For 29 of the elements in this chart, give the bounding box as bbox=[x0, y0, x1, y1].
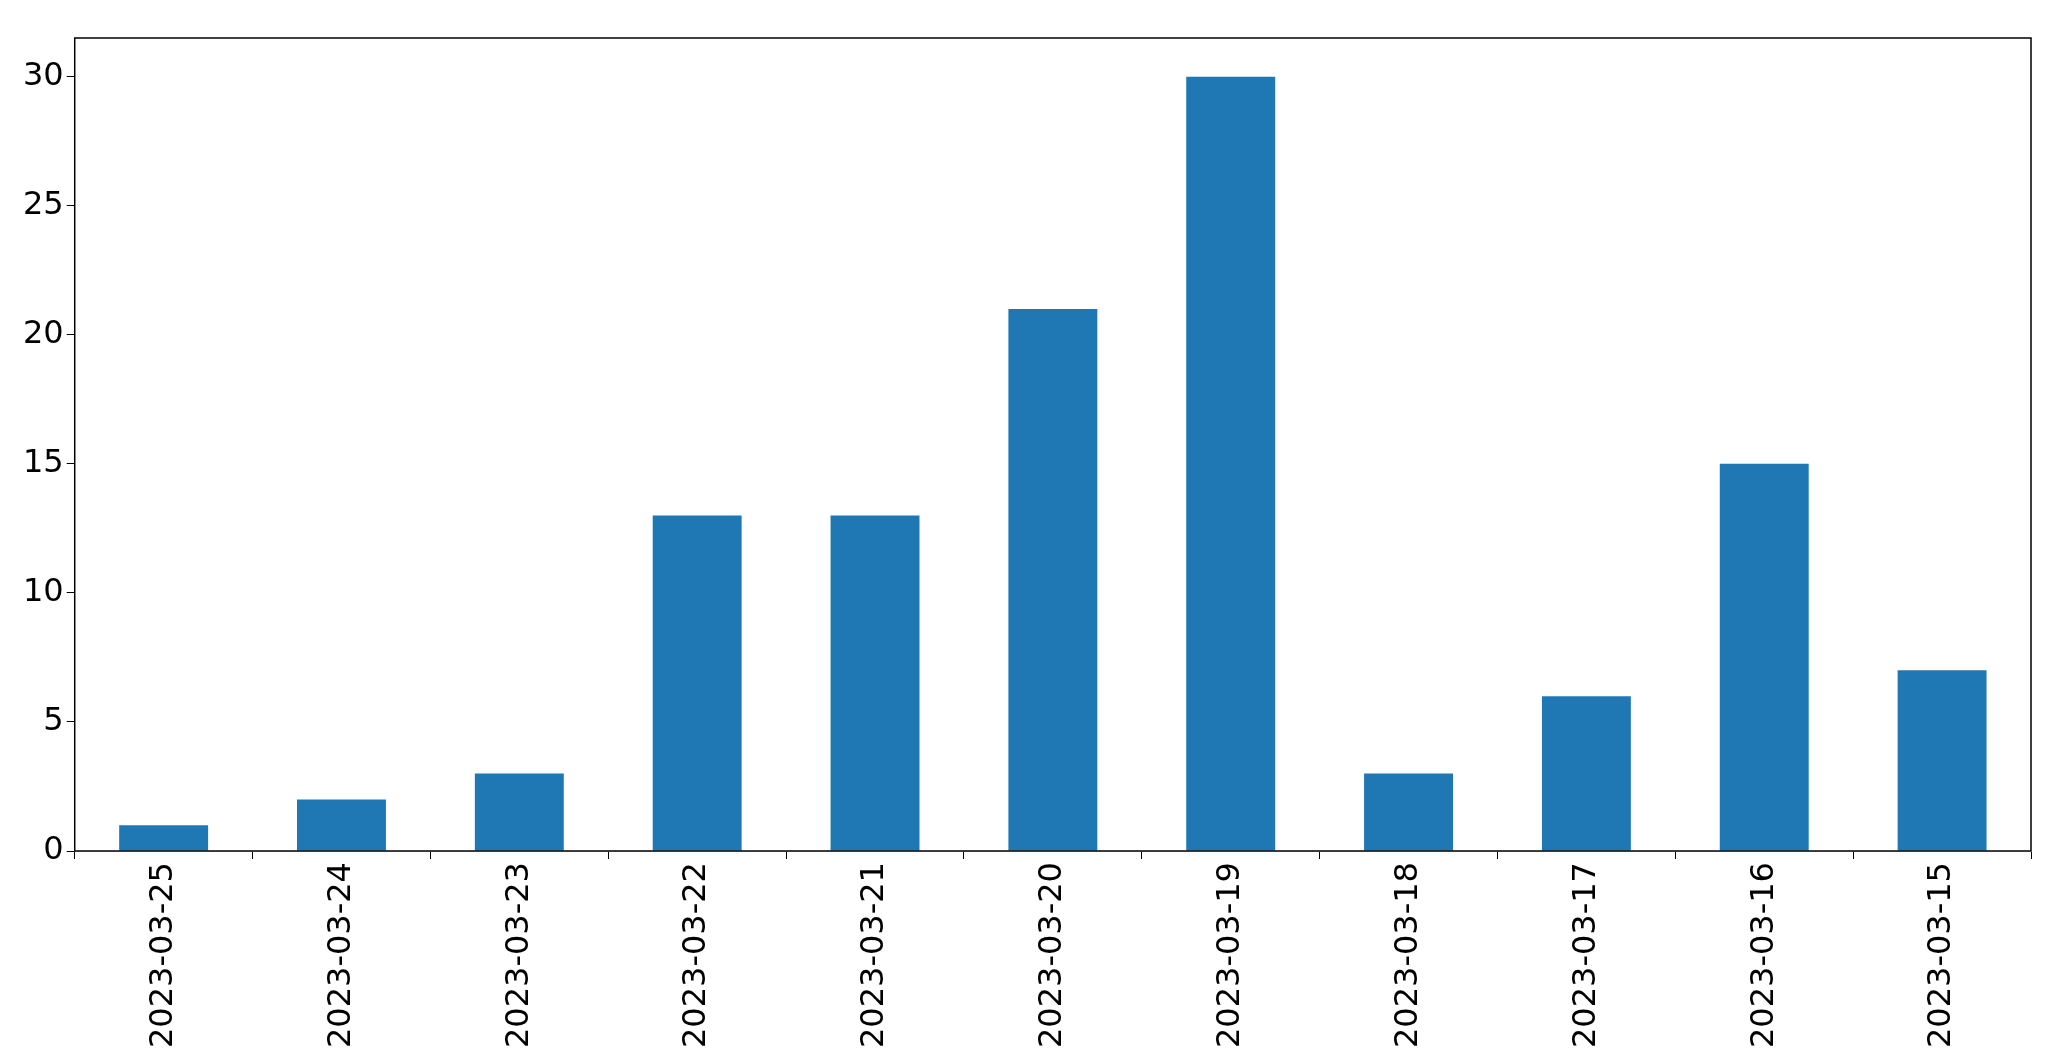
x-tick-label: 2023-03-24 bbox=[319, 862, 358, 1048]
x-tick-label: 2023-03-23 bbox=[497, 862, 536, 1048]
bar bbox=[1364, 773, 1454, 851]
x-tick-label: 2023-03-18 bbox=[1386, 862, 1425, 1048]
y-tick-label: 10 bbox=[23, 571, 64, 610]
y-tick-label: 15 bbox=[23, 442, 64, 481]
bar bbox=[1186, 76, 1276, 851]
bar bbox=[474, 773, 564, 851]
y-tick-label: 0 bbox=[43, 829, 64, 868]
bar bbox=[652, 515, 742, 851]
y-tick-label: 25 bbox=[23, 184, 64, 223]
bar bbox=[830, 515, 920, 851]
x-tick-label: 2023-03-20 bbox=[1031, 862, 1070, 1048]
bar bbox=[1719, 463, 1809, 851]
y-tick-label: 30 bbox=[23, 55, 64, 94]
bar bbox=[297, 799, 386, 851]
x-tick-label: 2023-03-17 bbox=[1564, 862, 1603, 1048]
bar bbox=[119, 825, 209, 851]
bar bbox=[1541, 696, 1631, 851]
y-tick-label: 20 bbox=[23, 313, 64, 352]
x-tick-label: 2023-03-21 bbox=[853, 862, 892, 1048]
x-tick-label: 2023-03-19 bbox=[1209, 862, 1248, 1048]
bar bbox=[1008, 309, 1098, 851]
y-tick-label: 5 bbox=[43, 700, 64, 739]
x-tick-label: 2023-03-25 bbox=[141, 862, 180, 1048]
x-tick-label: 2023-03-22 bbox=[675, 862, 714, 1048]
x-tick-label: 2023-03-15 bbox=[1920, 862, 1959, 1048]
bar bbox=[1897, 670, 1987, 851]
x-tick-label: 2023-03-16 bbox=[1742, 862, 1781, 1048]
